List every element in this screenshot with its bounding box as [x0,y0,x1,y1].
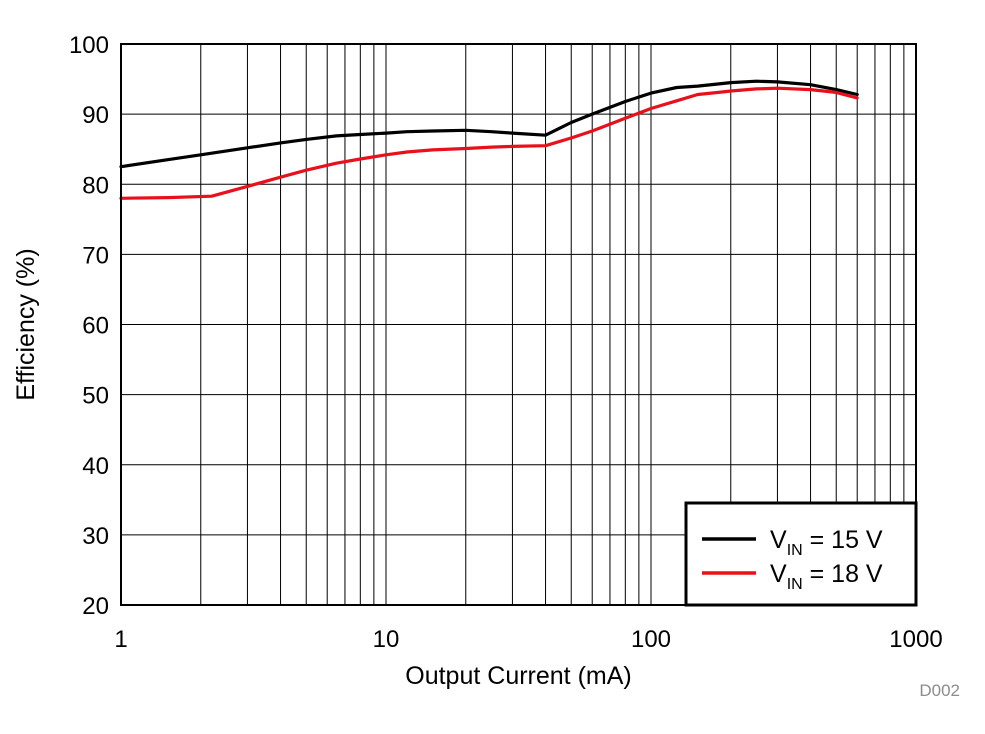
y-axis-ticks: 20 30 40 50 60 70 80 90 100 [69,32,109,620]
y-tick-label: 50 [82,383,109,410]
y-tick-label: 70 [82,242,109,269]
legend-entry-2: VIN = 18 V [770,560,883,593]
x-tick-label: 1000 [889,626,942,653]
y-tick-label: 100 [69,32,109,59]
legend-entry-1: VIN = 15 V [770,526,883,559]
figure-id: D002 [919,681,960,700]
legend-box [684,501,918,607]
y-tick-label: 40 [82,453,109,480]
y-tick-label: 80 [82,172,109,199]
y-tick-label: 30 [82,523,109,550]
x-tick-label: 10 [373,626,400,653]
series-line-2 [119,86,859,200]
plot-frame [120,43,917,606]
x-axis-label: Output Current (mA) [405,662,631,690]
series-group [119,79,859,200]
y-axis-label: Efficiency (%) [12,248,40,400]
y-tick-label: 60 [82,313,109,340]
series-line-1 [119,79,859,169]
x-tick-label: 1 [114,626,127,653]
y-tick-label: 90 [82,102,109,129]
x-axis-ticks: 1 10 100 1000 [114,626,942,653]
x-tick-label: 100 [631,626,671,653]
y-tick-label: 20 [82,593,109,620]
